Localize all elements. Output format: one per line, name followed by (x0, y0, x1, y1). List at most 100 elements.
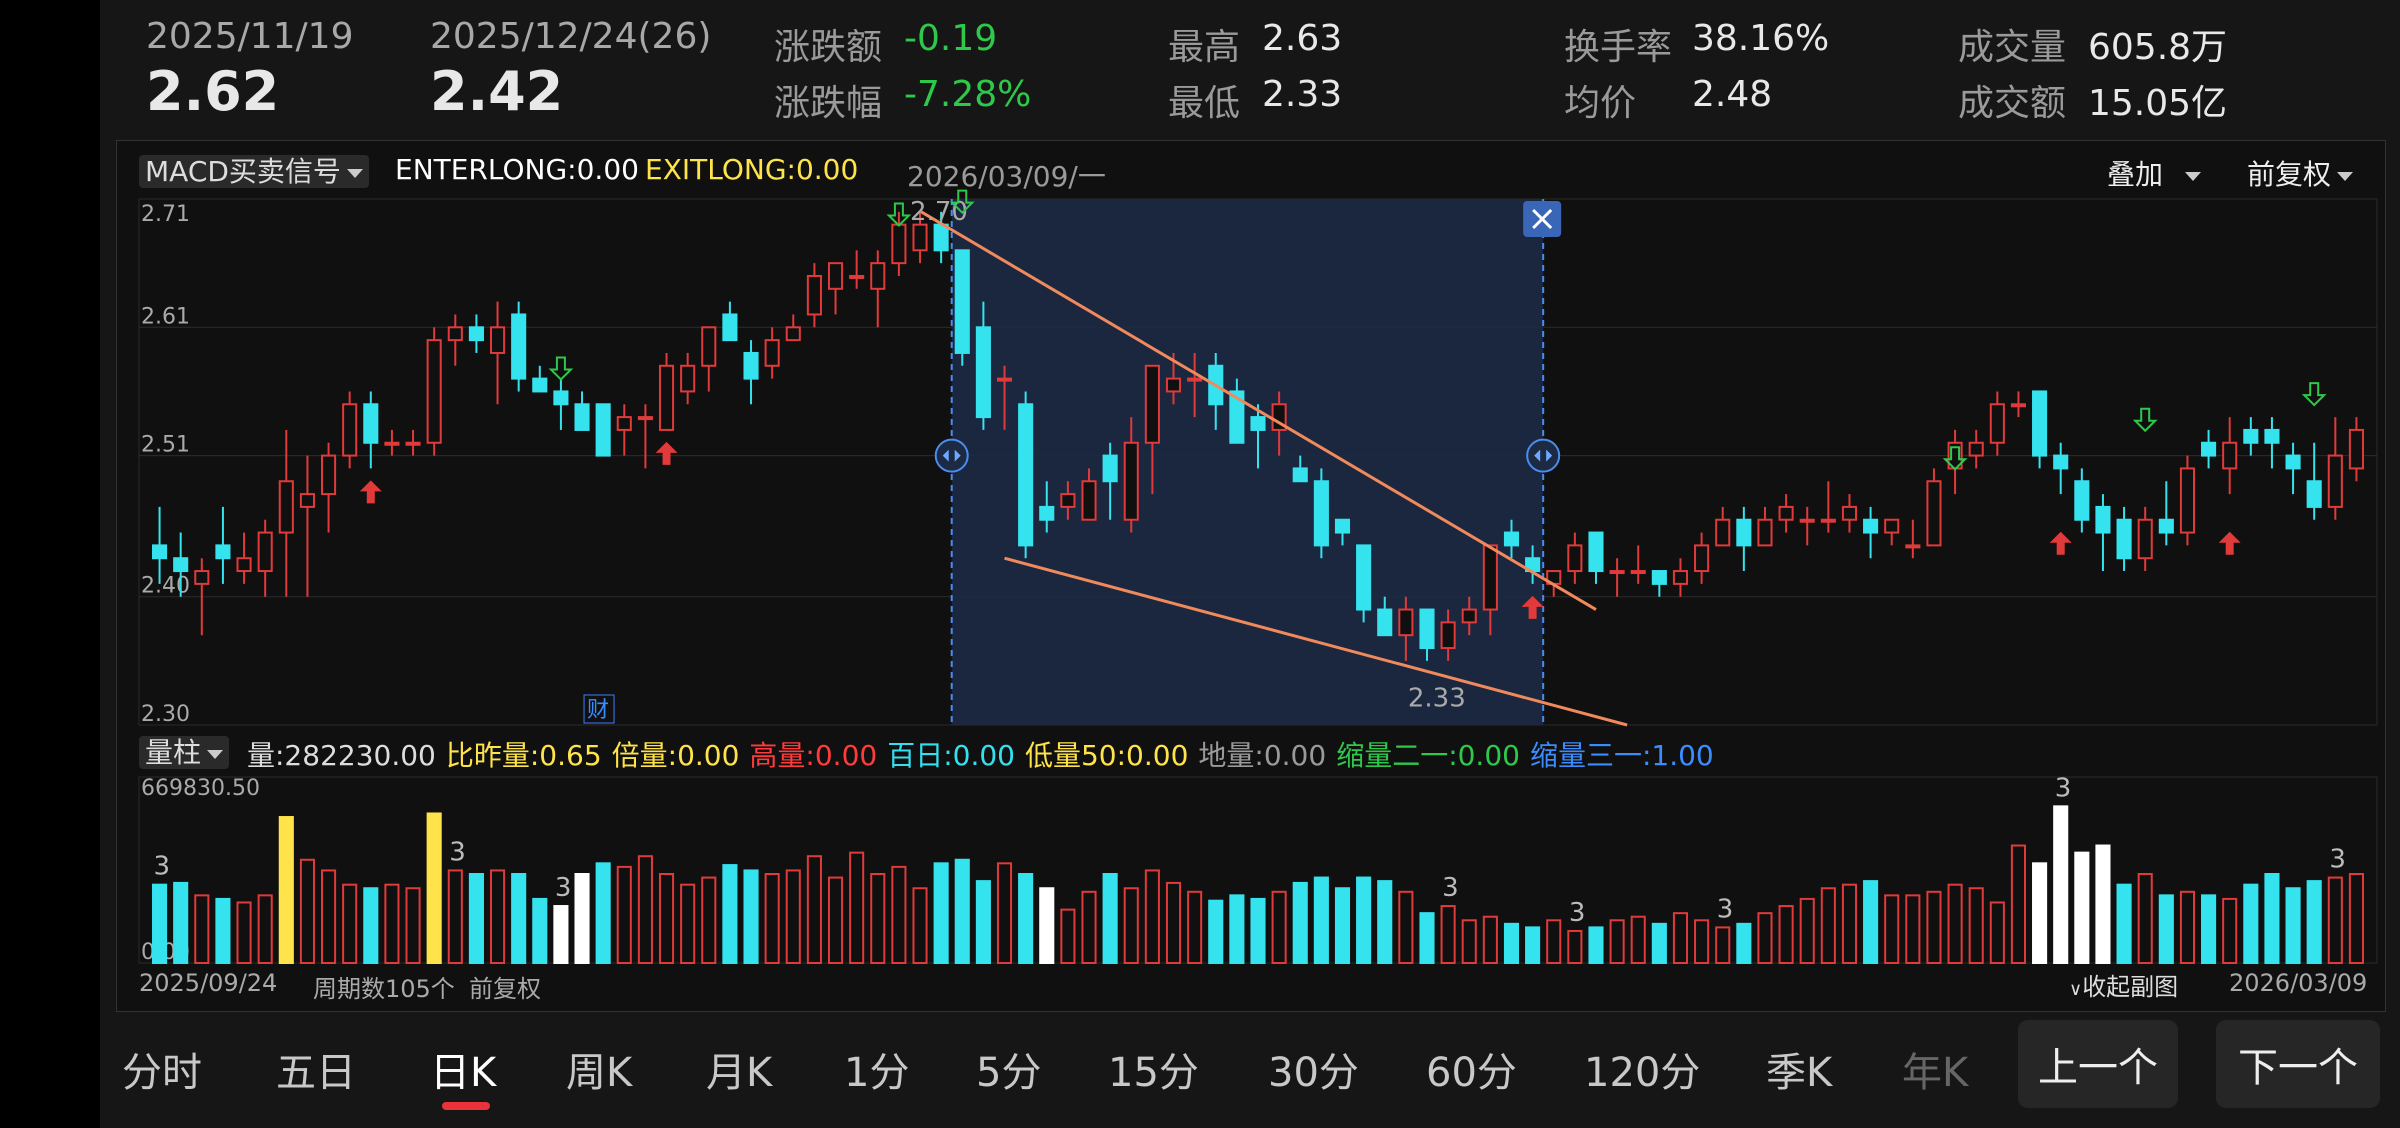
candle-body (870, 262, 886, 290)
next-button[interactable]: 下一个 (2216, 1020, 2380, 1108)
candle-body (2264, 428, 2280, 444)
right-price: 2.42 (430, 60, 564, 123)
volume-bar (1292, 881, 1308, 965)
volume-metric: 百日:0.00 (887, 739, 1015, 772)
kline-chart[interactable]: 2.712.612.512.402.30669830.500.003333333… (117, 141, 2385, 1011)
candle-body (1863, 518, 1879, 534)
trendline-lower (1004, 556, 1628, 727)
candle-body (785, 326, 801, 342)
overlay-select[interactable]: 叠加 (2107, 153, 2202, 193)
tab-5[interactable]: 1分 (844, 1050, 910, 1096)
volume-bar (1546, 919, 1562, 965)
volume-bar (2243, 883, 2259, 964)
collapse-subchart-button[interactable]: ∨收起副图 (2069, 967, 2178, 1002)
volume-metric: 量:282230.00 (247, 739, 436, 772)
volume-bar (1313, 876, 1329, 964)
volume-bar (680, 883, 696, 964)
candle-body (215, 544, 231, 560)
start-date: 2025/09/24 (139, 969, 278, 997)
candle-body (891, 223, 907, 265)
volume-marker-label: 3 (154, 852, 171, 882)
candle-body (1461, 608, 1477, 624)
volume-bar (1841, 883, 1858, 964)
tab-11[interactable]: 季K (1766, 1050, 1833, 1096)
volume-bar (1018, 873, 1034, 964)
volume-bar (299, 858, 315, 965)
indicator-select[interactable]: MACD买卖信号 (139, 155, 369, 188)
buy-arrow-icon (359, 480, 382, 504)
candle-body (1672, 570, 1689, 585)
sell-arrow-icon (2132, 407, 2158, 433)
candle-body (1503, 531, 1520, 547)
candle-body (1630, 570, 1646, 575)
range-handle-icon[interactable] (1526, 438, 1561, 473)
candle-body (532, 377, 548, 393)
volume-bar (2306, 880, 2322, 964)
candle-body (468, 326, 484, 342)
tab-1[interactable]: 五日 (276, 1050, 356, 1096)
candle-body (1440, 621, 1456, 650)
volume-select-label: 量柱 (145, 736, 202, 769)
chart-panel[interactable]: MACD买卖信号 ENTERLONG:0.00 EXITLONG:0.00 20… (116, 140, 2386, 1012)
period-count: 周期数105个 (313, 975, 455, 1003)
tab-10[interactable]: 120分 (1584, 1050, 1701, 1096)
volume-marker-label: 3 (1442, 873, 1459, 903)
volume-bar (152, 883, 168, 964)
volume-bar (616, 865, 632, 965)
candle-body (384, 441, 400, 446)
candle-body (1694, 544, 1710, 573)
volume-bar (1208, 899, 1224, 965)
volume-bar (764, 873, 780, 964)
volume-metrics: 量:282230.00 比昨量:0.65 倍量:0.00 高量:0.00 百日:0.00… (247, 734, 1724, 774)
tab-12[interactable]: 年K (1902, 1050, 1969, 1096)
sell-arrow-icon (949, 189, 975, 215)
range-handle-icon[interactable] (934, 438, 969, 473)
tab-4[interactable]: 月K (706, 1050, 773, 1096)
financial-report-marker[interactable] (583, 694, 615, 724)
prev-button[interactable]: 上一个 (2018, 1020, 2178, 1108)
adjust-select[interactable]: 前复权 (2247, 153, 2354, 193)
volume-bar (1926, 890, 1942, 964)
candle-body (194, 570, 210, 585)
volume-bar (1229, 894, 1245, 964)
tab-2[interactable]: 日K (430, 1050, 497, 1096)
candle-body (511, 313, 527, 380)
volume-bar (1694, 919, 1710, 965)
tab-9[interactable]: 60分 (1426, 1050, 1517, 1096)
candle-body (363, 403, 379, 444)
volume-bar (1165, 881, 1182, 965)
candle-body (2348, 428, 2364, 470)
volume-bar (1503, 922, 1520, 965)
candle-body (1588, 531, 1604, 573)
candle-body (489, 326, 506, 354)
volume-bar (1651, 922, 1667, 965)
candle-body (1567, 544, 1583, 573)
tab-3[interactable]: 周K (566, 1050, 633, 1096)
candle-body (257, 531, 273, 573)
tab-0[interactable]: 分时 (122, 1050, 202, 1096)
tab-6[interactable]: 5分 (976, 1050, 1042, 1096)
volume-indicator-select[interactable]: 量柱 (139, 736, 230, 769)
tab-8[interactable]: 30分 (1268, 1050, 1359, 1096)
sell-arrow-icon (1942, 446, 1968, 471)
candle-body (553, 390, 569, 406)
trendline-upper (920, 210, 1597, 611)
volume-bar (1482, 915, 1498, 964)
candle-body (1187, 377, 1203, 382)
volume-bar (2158, 894, 2174, 964)
volume-bar (1989, 901, 2005, 964)
candle-body (1736, 518, 1752, 547)
candle-body (1778, 505, 1794, 521)
change-pct-value: -7.28% (904, 74, 1032, 115)
chevron-down-icon: ∨ (2069, 979, 2083, 1000)
volume-bar (1271, 890, 1287, 964)
tab-7[interactable]: 15分 (1108, 1050, 1199, 1096)
end-date: 2026/03/09 (2229, 969, 2368, 997)
candle-body (658, 364, 675, 431)
candle-body (1926, 480, 1942, 547)
candle-body (2306, 480, 2322, 508)
candle-body (996, 377, 1013, 382)
candle-body (447, 326, 463, 342)
candle-body (1377, 608, 1393, 637)
candle-body (1081, 480, 1097, 521)
